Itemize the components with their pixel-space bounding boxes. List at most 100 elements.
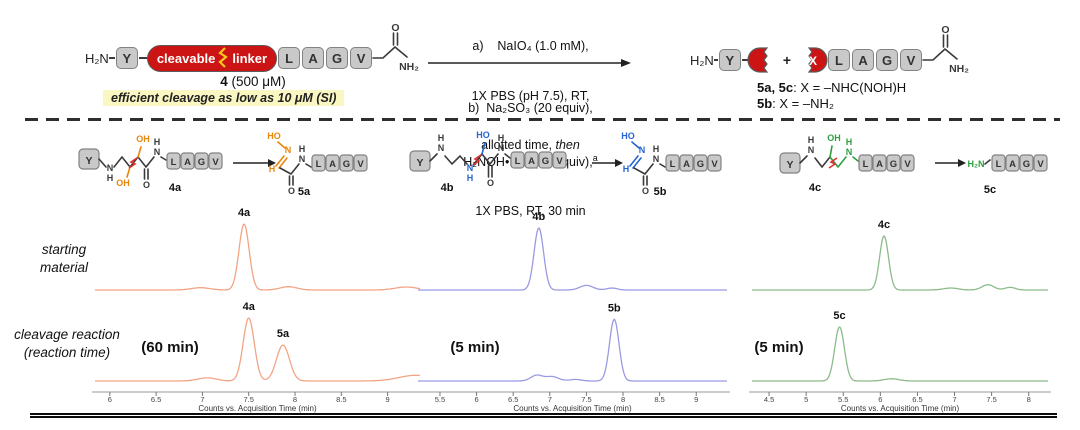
h-label: H — [269, 164, 276, 174]
reactant-assembly: H₂N Y cleavable linker L A G V O NH₂ — [85, 22, 419, 73]
axis-title-c: Counts vs. Acquisition Time (min) — [841, 404, 960, 413]
product-block-y: Y — [718, 49, 741, 71]
chromatogram-panel-a: 6 6.5 7 7.5 8 8.5 9 Counts vs. Acquisition Time… — [92, 207, 423, 413]
svg-text:A: A — [1009, 159, 1016, 170]
trace-c-bottom — [752, 326, 1048, 382]
structure-label-4c: 4c — [809, 182, 821, 194]
tick-label-a: 7 — [200, 395, 204, 404]
carbonyl-o-label: O — [941, 24, 949, 36]
n-label: N — [299, 154, 306, 164]
svg-text:G: G — [343, 159, 350, 170]
y-block-label: Y — [786, 159, 793, 171]
tick-label-a: 6 — [108, 395, 112, 404]
trace-a-top — [95, 223, 421, 291]
h-label: H — [498, 133, 505, 143]
row-label-starting-material: starting material — [39, 242, 88, 275]
cleavable-linker-pill: cleavable linker — [146, 44, 278, 72]
svg-text:L: L — [171, 157, 177, 168]
svg-text:A: A — [329, 159, 336, 170]
product-block-g: G — [876, 49, 899, 71]
svg-text:G: G — [1023, 159, 1030, 170]
n-label: N — [438, 143, 445, 153]
svg-text:G: G — [542, 156, 549, 167]
tick-label-b: 6.5 — [508, 395, 518, 404]
svg-text:A: A — [876, 159, 883, 170]
product-block-a: A — [852, 49, 875, 71]
linker-word2: linker — [232, 50, 268, 66]
efficiency-note: efficient cleavage as low as 10 μM (SI) — [103, 90, 345, 106]
cond-b-line3: 1X PBS, RT, 30 min — [475, 204, 586, 219]
cond-then: then — [555, 138, 580, 152]
ho-label: HO — [267, 131, 281, 141]
h-label: H — [653, 144, 660, 154]
structure-label-5c: 5c — [984, 184, 996, 196]
h-label: H — [623, 164, 630, 174]
bottom-rule — [30, 413, 1057, 418]
n-label: N — [653, 154, 660, 164]
tick-label-b: 5.5 — [435, 395, 445, 404]
svg-text:G: G — [198, 157, 205, 168]
tick-label-c: 8 — [1027, 395, 1031, 404]
amide-endgroup-drawing: O NH₂ — [922, 24, 969, 75]
svg-text:V: V — [212, 157, 219, 168]
n-label: N — [846, 147, 853, 157]
product-block-l: L — [828, 49, 851, 71]
y-block-label: Y — [416, 157, 423, 169]
svg-text:A: A — [184, 157, 191, 168]
compound-label: 4 (500 μM) — [133, 74, 373, 89]
svg-text:V: V — [1037, 159, 1044, 170]
o-label: O — [642, 186, 649, 196]
bond — [108, 57, 115, 59]
tick-label-b: 7 — [548, 395, 552, 404]
tick-label-c: 5.5 — [838, 395, 848, 404]
residue-block-v: V — [350, 47, 373, 69]
svg-text:G: G — [890, 159, 897, 170]
bond — [741, 59, 749, 61]
cleaved-linker-left-shape — [747, 47, 769, 73]
svg-text:V: V — [711, 159, 718, 170]
residue-block-y: Y — [115, 47, 138, 69]
tick-label-c: 6.5 — [912, 395, 922, 404]
svg-text:V: V — [556, 156, 563, 167]
cond-a-line3: allotted time, then — [481, 138, 580, 152]
tick-label-b: 8 — [621, 395, 625, 404]
trace-c-top — [752, 235, 1048, 291]
plus-sign: + — [782, 52, 792, 68]
cond-a-line2: 1X PBS (pH 7.5), RT, — [471, 88, 590, 103]
h-label: H — [438, 133, 445, 143]
amine-label: H₂N — [85, 50, 109, 66]
peak-label-5a: 5a — [277, 328, 290, 340]
n-label: N — [498, 143, 505, 153]
structure-label-4b: 4b — [441, 182, 454, 194]
peak-label-4a: 4a — [238, 207, 251, 219]
svg-text:L: L — [996, 159, 1002, 170]
svg-text:A: A — [683, 159, 690, 170]
cond-b-line1: b) Na₂SO₃ (20 equiv), — [468, 101, 593, 115]
x-group-label: X — [809, 54, 817, 68]
h-label: H — [299, 144, 306, 154]
conditions-step-a: a) NaIO₄ (1.0 mM), 1X PBS (pH 7.5), RT, … — [428, 5, 633, 187]
product-block-v: V — [900, 49, 923, 71]
product-amine-label: H₂N — [690, 52, 714, 68]
svg-text:V: V — [357, 159, 364, 170]
product-assembly: H₂N Y + X L A G V O NH₂ — [690, 24, 969, 75]
compound-conc: (500 μM) — [227, 74, 286, 89]
peak-label-4c: 4c — [878, 219, 890, 231]
n-label: N — [154, 147, 161, 157]
tick-label-b: 6 — [474, 395, 478, 404]
residue-block-l: L — [278, 47, 301, 69]
amide-endgroup-drawing: O NH₂ — [372, 22, 419, 73]
structure-label-4a: 4a — [169, 182, 182, 194]
svg-text:L: L — [670, 159, 676, 170]
compound-number: 4 — [220, 74, 228, 89]
reaction-arrow — [428, 59, 631, 67]
bond — [713, 59, 718, 61]
n-label: N — [808, 145, 815, 155]
